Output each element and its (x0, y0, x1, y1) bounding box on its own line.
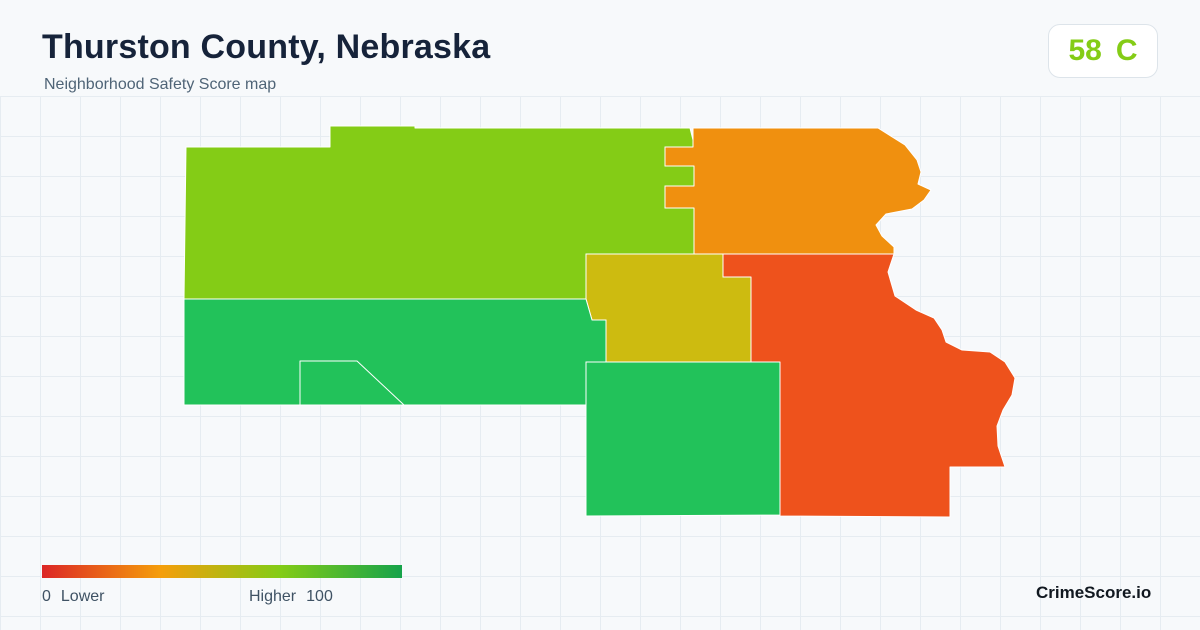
legend-high-value: 100 (306, 588, 333, 605)
score-badge: 58 C (1048, 24, 1158, 78)
legend-high-label: Higher 100 (249, 588, 333, 606)
region-boundary-line (299, 360, 405, 406)
page-title: Thurston County, Nebraska (42, 28, 491, 66)
legend-gradient-bar (42, 565, 402, 578)
brand-logo-text[interactable]: CrimeScore.io (1036, 583, 1152, 602)
page-subtitle: Neighborhood Safety Score map (44, 76, 277, 93)
region-southeast[interactable] (722, 253, 1016, 518)
header-background (0, 0, 1200, 96)
region-northeast[interactable] (664, 127, 932, 255)
region-south-central[interactable] (585, 361, 781, 517)
score-grade: C (1115, 34, 1138, 67)
legend-high-text: Higher (249, 588, 297, 605)
legend-low-value: 0 (42, 588, 51, 605)
region-southwest[interactable] (183, 298, 607, 406)
score-value: 58 (1068, 34, 1102, 67)
legend-low-label: 0 Lower (42, 588, 104, 606)
legend-low-text: Lower (60, 588, 105, 605)
